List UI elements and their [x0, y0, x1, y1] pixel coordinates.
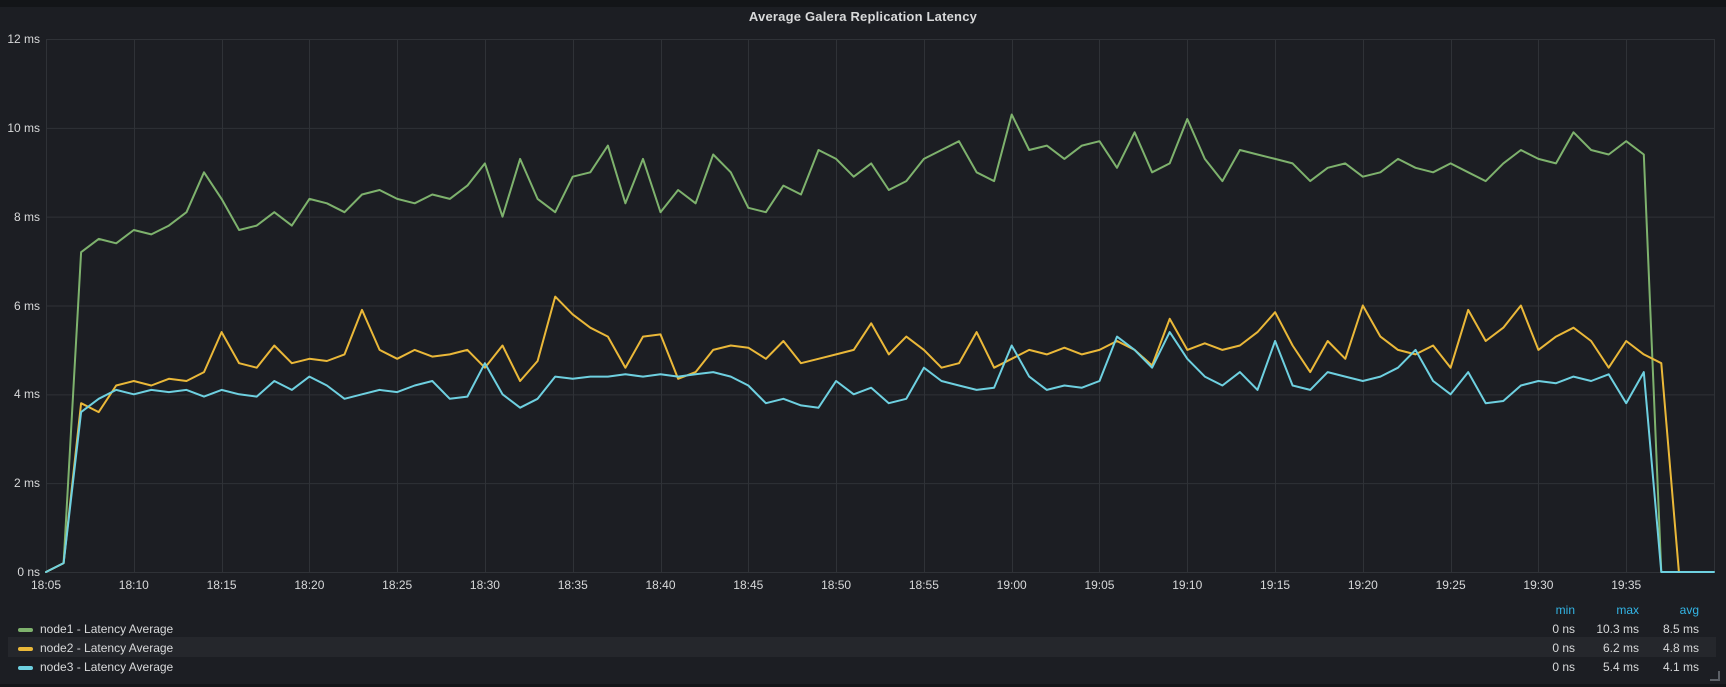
x-tick-label: 19:05 — [1084, 578, 1115, 592]
x-tick-label: 18:50 — [821, 578, 852, 592]
series-line-node3 — [45, 331, 1715, 573]
x-tick-label: 19:10 — [1172, 578, 1203, 592]
x-tick-label: 18:20 — [294, 578, 325, 592]
y-tick-label: 6 ms — [13, 298, 40, 313]
stat-avg-node2: 4.8 ms — [1662, 641, 1699, 655]
x-tick-label: 18:30 — [469, 578, 500, 592]
panel-title[interactable]: Average Galera Replication Latency — [748, 9, 978, 24]
x-tick-label: 19:20 — [1347, 578, 1378, 592]
x-tick-label: 18:35 — [557, 578, 588, 592]
legend-header-avg[interactable]: avg — [1679, 603, 1699, 617]
series-color-dash-icon — [18, 627, 33, 632]
stat-min-node1: 0 ns — [1552, 622, 1575, 636]
legend-item-node1[interactable]: node1 - Latency Average — [18, 620, 173, 639]
panel-resize-handle[interactable] — [1710, 671, 1720, 681]
y-tick-label: 4 ms — [13, 387, 40, 402]
stat-max-node3: 5.4 ms — [1602, 660, 1639, 674]
legend-series-label: node3 - Latency Average — [40, 660, 174, 674]
x-tick-label: 19:15 — [1260, 578, 1291, 592]
y-tick-label: 0 ns — [17, 565, 40, 579]
graph-panel — [0, 7, 1726, 684]
legend-series-label: node1 - Latency Average — [40, 622, 174, 636]
legend-series-label: node2 - Latency Average — [40, 641, 174, 655]
x-tick-label: 18:25 — [382, 578, 413, 592]
series-color-dash-icon — [18, 646, 33, 651]
x-tick-label: 19:25 — [1435, 578, 1466, 592]
x-tick-label: 18:15 — [206, 578, 237, 592]
stat-avg-node1: 8.5 ms — [1662, 622, 1699, 636]
stat-max-node2: 6.2 ms — [1602, 641, 1639, 655]
x-tick-label: 19:00 — [996, 578, 1027, 592]
y-tick-label: 12 ms — [7, 32, 40, 46]
x-tick-label: 18:10 — [118, 578, 149, 592]
legend-row-stripe — [8, 637, 1716, 657]
x-tick-label: 18:40 — [645, 578, 676, 592]
legend-header-min[interactable]: min — [1555, 603, 1575, 617]
legend-item-node2[interactable]: node2 - Latency Average — [18, 639, 173, 658]
stat-min-node2: 0 ns — [1552, 641, 1575, 655]
x-tick-label: 18:05 — [30, 578, 62, 592]
y-tick-label: 8 ms — [13, 209, 40, 224]
x-tick-label: 19:30 — [1523, 578, 1554, 592]
series-line-node1 — [45, 113, 1680, 573]
stat-max-node1: 10.3 ms — [1596, 622, 1639, 636]
y-tick-label: 2 ms — [13, 476, 40, 491]
x-tick-label: 18:55 — [908, 578, 939, 592]
series-color-dash-icon — [18, 665, 33, 670]
y-tick-label: 10 ms — [7, 120, 40, 135]
x-tick-label: 19:35 — [1611, 578, 1642, 592]
series-line-node2 — [45, 295, 1680, 573]
stat-min-node3: 0 ns — [1552, 660, 1575, 674]
stat-avg-node3: 4.1 ms — [1662, 660, 1699, 674]
legend-header-max[interactable]: max — [1616, 603, 1639, 617]
x-tick-label: 18:45 — [733, 578, 764, 592]
legend-item-node3[interactable]: node3 - Latency Average — [18, 658, 173, 677]
